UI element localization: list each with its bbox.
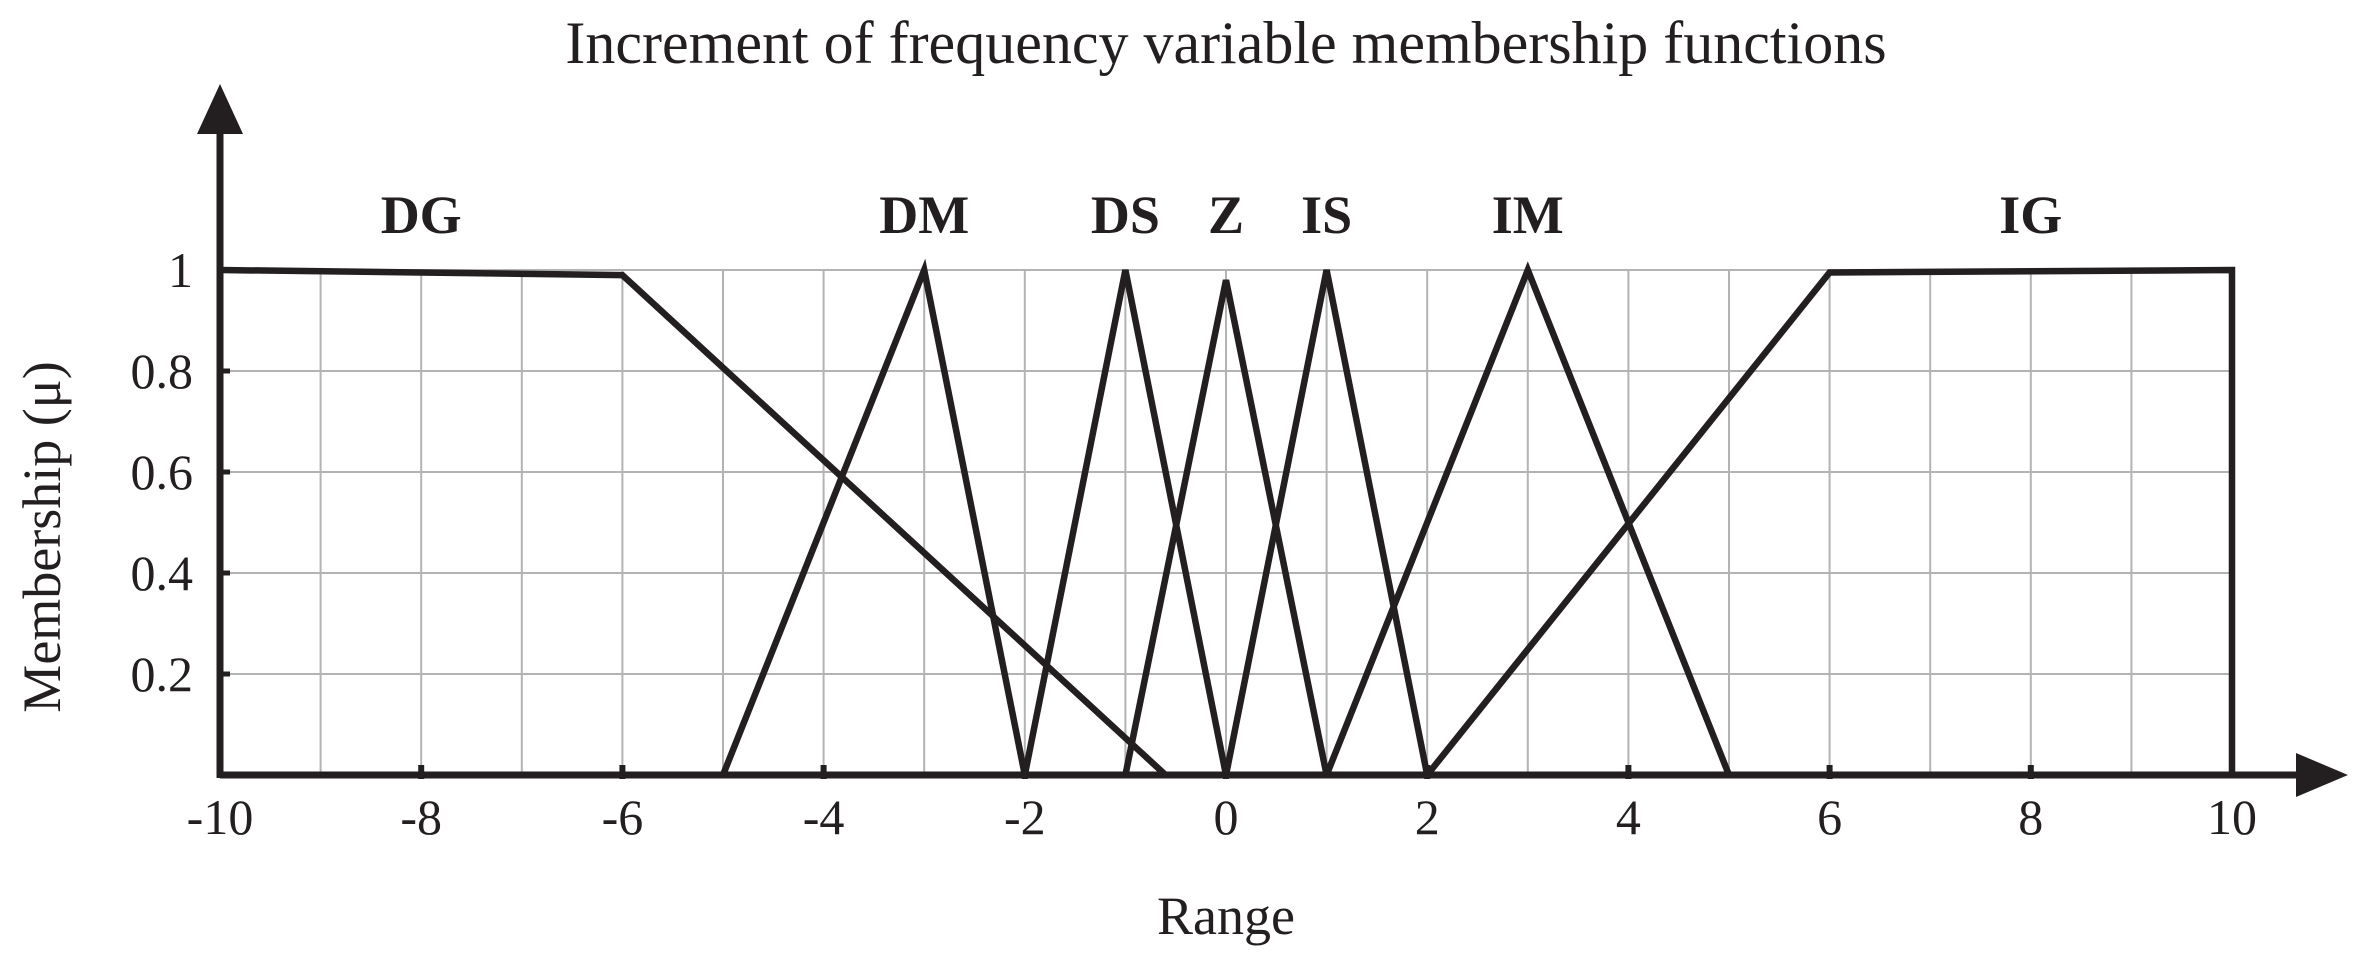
y-tick-label: 0.8 xyxy=(131,343,194,399)
series-line-ig xyxy=(1424,266,2236,778)
x-axis-arrow-icon xyxy=(2296,753,2348,797)
series-label-dm: DM xyxy=(879,185,969,245)
series-label-dg: DG xyxy=(381,185,462,245)
x-tick-label: 2 xyxy=(1415,789,1440,845)
x-tick-label: 4 xyxy=(1616,789,1641,845)
y-axis-arrow-icon xyxy=(197,84,243,134)
series-line-ds xyxy=(1021,269,1230,776)
x-tick-label: 10 xyxy=(2207,789,2257,845)
series-lines xyxy=(219,258,2236,778)
y-tick-label: 0.2 xyxy=(131,646,194,702)
x-tick-label: -4 xyxy=(803,789,845,845)
x-tick-label: 0 xyxy=(1214,789,1239,845)
x-tick-label: 8 xyxy=(2018,789,2043,845)
chart-title: Increment of frequency variable membersh… xyxy=(565,10,1886,76)
series-labels: DG DM DS Z IS IM IG xyxy=(381,185,2063,245)
series-label-z: Z xyxy=(1208,185,1244,245)
series-line-z xyxy=(1122,279,1330,776)
series-label-im: IM xyxy=(1492,185,1564,245)
x-axis-label: Range xyxy=(1157,886,1295,946)
y-tick-label: 1 xyxy=(168,242,193,298)
y-tick-labels: 0.2 0.4 0.6 0.8 1 xyxy=(131,242,194,702)
grid xyxy=(220,269,2233,775)
series-label-ds: DS xyxy=(1091,185,1160,245)
y-tick-label: 0.6 xyxy=(131,444,194,500)
series-line-im xyxy=(1323,261,1733,777)
x-tick-label: -2 xyxy=(1004,789,1046,845)
x-tick-label: -8 xyxy=(400,789,442,845)
axes xyxy=(197,84,2348,797)
x-tick-labels: -10 -8 -6 -4 -2 0 2 4 6 8 10 xyxy=(187,789,2257,845)
x-tick-label: 6 xyxy=(1817,789,1842,845)
series-label-is: IS xyxy=(1301,185,1352,245)
x-tick-label: -10 xyxy=(187,789,254,845)
series-label-ig: IG xyxy=(1999,185,2062,245)
series-line-dm xyxy=(719,258,1028,777)
y-tick-label: 0.4 xyxy=(131,545,194,601)
y-axis-label: Membership (μ) xyxy=(12,361,72,712)
x-tick-label: -6 xyxy=(602,789,644,845)
series-line-dg xyxy=(219,266,1168,778)
